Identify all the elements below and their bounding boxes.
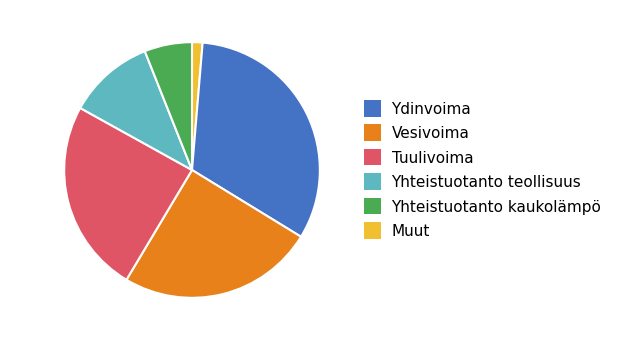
Wedge shape xyxy=(64,108,192,280)
Legend: Ydinvoima, Vesivoima, Tuulivoima, Yhteistuotanto teollisuus, Yhteistuotanto kauk: Ydinvoima, Vesivoima, Tuulivoima, Yhteis… xyxy=(360,97,606,243)
Wedge shape xyxy=(192,42,203,170)
Wedge shape xyxy=(127,170,301,298)
Wedge shape xyxy=(192,42,320,237)
Wedge shape xyxy=(145,42,192,170)
Wedge shape xyxy=(80,51,192,170)
